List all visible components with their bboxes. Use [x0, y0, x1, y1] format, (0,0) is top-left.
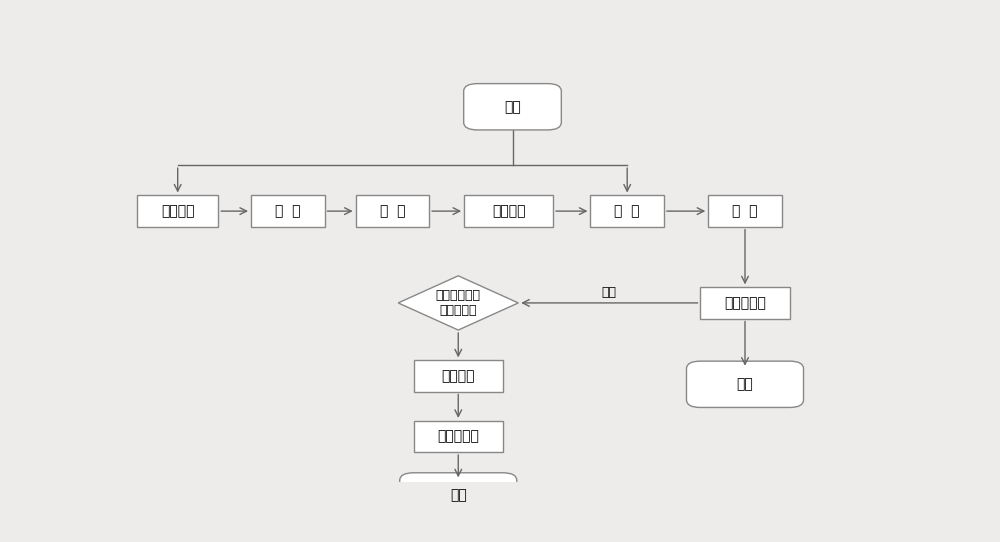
FancyBboxPatch shape: [464, 83, 561, 130]
Text: 预烘干燥: 预烘干燥: [492, 204, 525, 218]
FancyBboxPatch shape: [414, 360, 503, 392]
Text: 开始: 开始: [504, 100, 521, 114]
Text: 温度冲击: 温度冲击: [442, 369, 475, 383]
Text: 结束: 结束: [737, 377, 753, 391]
Text: 固  化: 固 化: [732, 204, 758, 218]
FancyBboxPatch shape: [590, 196, 664, 227]
Text: 灸  胶: 灸 胶: [614, 204, 640, 218]
Text: 底  涂: 底 涂: [275, 204, 300, 218]
Text: 堵  漏: 堵 漏: [380, 204, 405, 218]
FancyBboxPatch shape: [700, 287, 790, 319]
FancyBboxPatch shape: [137, 196, 218, 227]
Text: 如果: 如果: [602, 286, 617, 299]
Text: 有温冲后密封
要求的产品: 有温冲后密封 要求的产品: [436, 289, 481, 317]
Text: 气密性检验: 气密性检验: [437, 429, 479, 443]
FancyBboxPatch shape: [356, 196, 429, 227]
FancyBboxPatch shape: [708, 196, 782, 227]
Polygon shape: [398, 276, 518, 330]
Text: 气密性检验: 气密性检验: [724, 296, 766, 310]
FancyBboxPatch shape: [464, 196, 553, 227]
FancyBboxPatch shape: [400, 473, 517, 517]
FancyBboxPatch shape: [686, 361, 804, 408]
FancyBboxPatch shape: [251, 196, 325, 227]
FancyBboxPatch shape: [414, 421, 503, 452]
Text: 结束: 结束: [450, 488, 467, 502]
Text: 产品清洁: 产品清洁: [161, 204, 194, 218]
